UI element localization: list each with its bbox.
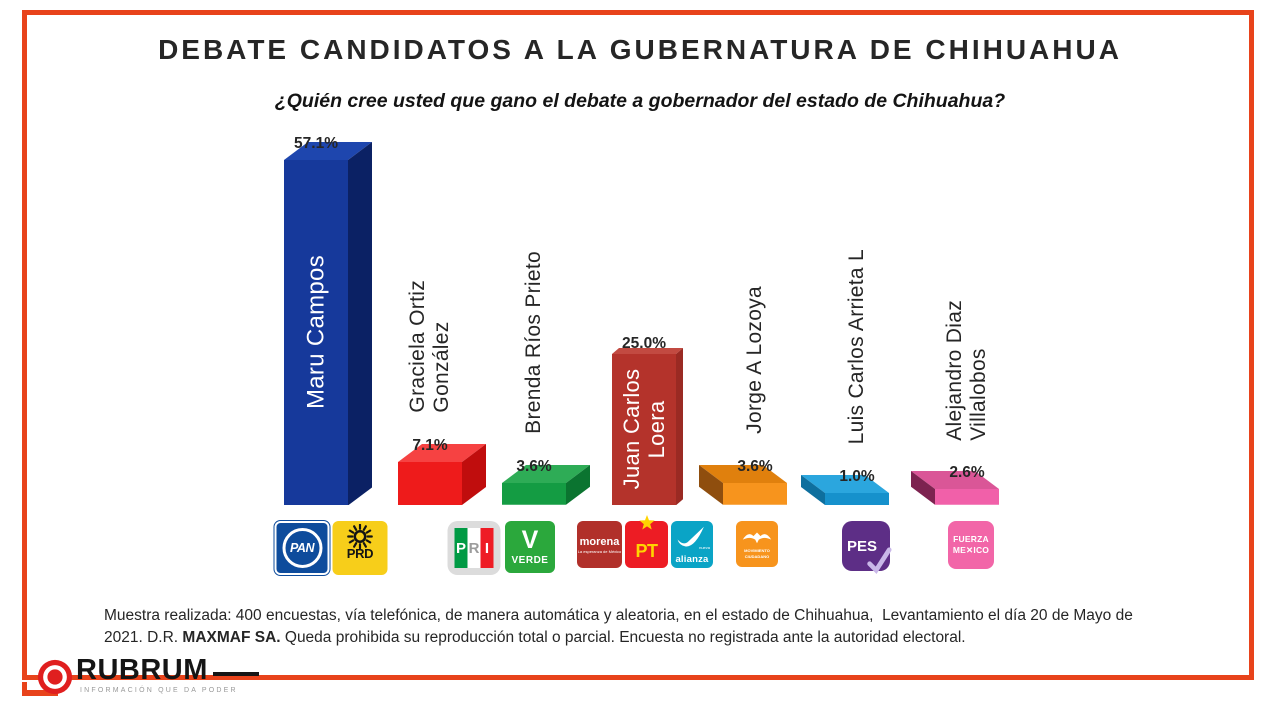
candidate-name-maru-campos: Maru Campos	[302, 255, 330, 410]
party-logo-pt: PT	[625, 515, 668, 568]
candidate-name-jorge-a-lozoya: Jorge A Lozoya	[743, 286, 767, 435]
bar-luis-carlos-arrieta-l	[801, 475, 889, 505]
footer-note: Muestra realizada: 400 encuestas, vía te…	[104, 605, 1166, 650]
party-logo-group: V VERDE	[505, 521, 555, 573]
party-logo-morena: morena La esperanza de México	[577, 521, 622, 568]
bar-value-label: 57.1%	[294, 134, 338, 152]
frame-corner-decor-vertical	[22, 682, 27, 696]
party-logo-group: MOVIMIENTO CIUDADANO	[736, 521, 778, 567]
party-logo-group: morena La esperanza de México PT nueva alian…	[577, 515, 713, 568]
survey-question: ¿Quién cree usted que gano el debate a g…	[274, 90, 1006, 112]
party-logo-group: FUERZA ME✕ICO	[948, 521, 994, 569]
bar-alejandro-diaz-villalobos	[911, 471, 999, 505]
party-logo-group: PAN PRD	[274, 521, 388, 575]
candidate-name-graciela-ortiz-gonz-lez: Graciela Ortiz González	[406, 280, 453, 414]
bar-value-label: 1.0%	[839, 468, 875, 485]
rubrum-tagline: INFORMACIÓN QUE DA PODER	[80, 687, 238, 694]
candidate-name-brenda-r-os-prieto: Brenda Ríos Prieto	[522, 251, 546, 435]
party-logo-group: PES	[842, 521, 892, 574]
bar-brenda-r-os-prieto	[502, 465, 590, 505]
party-logo-fuerza: FUERZA ME✕ICO	[948, 521, 994, 569]
bar-value-label: 2.6%	[949, 464, 985, 482]
bar-value-label: 3.6%	[737, 458, 773, 476]
bar-value-label: 7.1%	[412, 437, 448, 455]
party-logo-alianza: nueva alianza	[671, 521, 713, 568]
bar-juan-carlos-loera	[612, 347, 683, 505]
bar-value-label: 3.6%	[516, 458, 552, 476]
footer-publisher: MAXMAF SA.	[182, 629, 281, 647]
rubrum-logo-text: RUBRUM	[76, 654, 208, 686]
footer-text-pre: Muestra realizada: 400 encuestas, vía te…	[104, 607, 1138, 647]
bar-jorge-a-lozoya	[699, 465, 787, 505]
bar-graciela-ortiz-gonz-lez	[398, 444, 486, 505]
party-logo-pan: PAN	[274, 521, 330, 575]
footer-text-post: Queda prohibida su reproducción total o …	[280, 629, 966, 647]
candidate-name-luis-carlos-arrieta-l: Luis Carlos Arrieta L	[845, 248, 869, 444]
party-logo-mc: MOVIMIENTO CIUDADANO	[736, 521, 778, 567]
party-logo-prd: PRD	[332, 521, 388, 575]
bar-value-label: 25.0%	[622, 334, 666, 352]
candidate-name-juan-carlos-loera: Juan Carlos Loera	[618, 369, 669, 490]
frame-corner-decor-horizontal	[22, 690, 58, 696]
candidate-name-alejandro-diaz-villalobos: Alejandro Diaz Villalobos	[943, 299, 990, 441]
bar-maru-campos	[284, 141, 372, 505]
party-logo-verde: V VERDE	[505, 521, 555, 573]
rubrum-dash-decor	[213, 672, 259, 676]
party-logo-pes: PES	[842, 521, 892, 574]
page-title: DEBATE CANDIDATOS A LA GUBERNATURA DE CH…	[158, 34, 1122, 65]
rubrum-bullseye-icon	[37, 659, 73, 695]
